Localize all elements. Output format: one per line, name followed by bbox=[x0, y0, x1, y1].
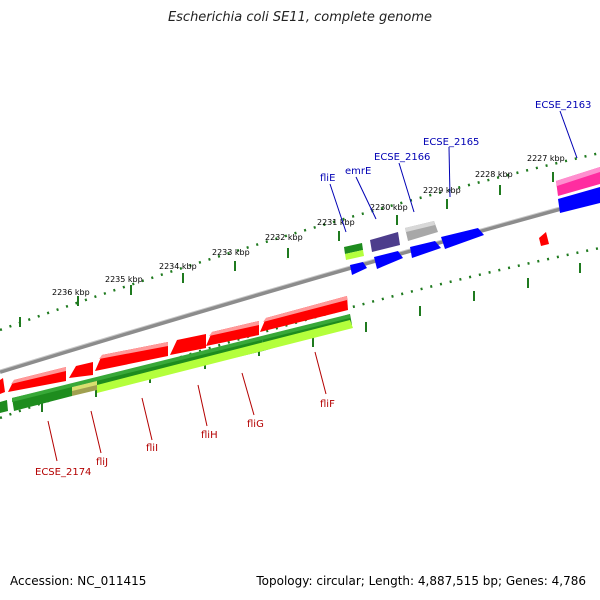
gene-blue-3[interactable] bbox=[410, 241, 441, 258]
tick-label: 2235 kbp bbox=[105, 275, 143, 284]
gene-flie[interactable] bbox=[344, 243, 363, 254]
gene-blue-4[interactable] bbox=[441, 228, 484, 249]
gene-label: fliF bbox=[320, 399, 335, 410]
reverse-red-features bbox=[0, 296, 348, 394]
tick-label: 2236 kbp bbox=[52, 288, 90, 297]
topology-summary: Topology: circular; Length: 4,887,515 bp… bbox=[256, 574, 586, 588]
reverse-green-features bbox=[0, 314, 353, 413]
gene-red-0[interactable] bbox=[0, 378, 5, 394]
gene-label: fliI bbox=[146, 443, 158, 454]
callout-ecse-2174 bbox=[47, 420, 58, 462]
tick-label: 2232 kbp bbox=[265, 233, 303, 242]
gene-red-highlight bbox=[11, 367, 66, 384]
tick-label: 2234 kbp bbox=[159, 262, 197, 271]
gene-emre[interactable] bbox=[370, 232, 400, 252]
callout-flii bbox=[141, 397, 153, 441]
gene-fli-light-band bbox=[97, 320, 353, 393]
callout-emre bbox=[355, 176, 377, 220]
gene-label: ECSE_2174 bbox=[35, 467, 91, 478]
genome-backbone-highlight bbox=[0, 195, 600, 371]
gene-flie-light bbox=[345, 250, 364, 260]
gene-small-red[interactable] bbox=[539, 232, 549, 246]
tick-label: 2231 kbp bbox=[317, 218, 355, 227]
callout-flie bbox=[329, 183, 347, 233]
gene-label: ECSE_2166 bbox=[374, 152, 430, 163]
tick-label: 2228 kbp bbox=[475, 170, 513, 179]
gene-red-highlight bbox=[263, 296, 347, 322]
gene-blue-right[interactable] bbox=[558, 187, 600, 213]
gene-ecse-2163-shadow bbox=[556, 167, 600, 186]
gene-grey-top bbox=[405, 221, 435, 232]
gene-label: ECSE_2163 bbox=[535, 100, 591, 111]
gene-flij-light bbox=[72, 381, 97, 391]
gene-label: fliJ bbox=[96, 457, 108, 468]
callout-ecse-2166 bbox=[398, 162, 415, 213]
gene-green-0[interactable] bbox=[0, 400, 8, 413]
tick-label: 2229 kbp bbox=[423, 186, 461, 195]
gene-blue-1[interactable] bbox=[350, 262, 367, 275]
gene-label: emrE bbox=[345, 166, 371, 177]
map-title: Escherichia coli SE11, complete genome bbox=[167, 10, 433, 25]
callout-flij bbox=[90, 410, 102, 454]
tick-label: 2233 kbp bbox=[212, 248, 250, 257]
gene-red-2[interactable] bbox=[69, 362, 93, 378]
gene-fli-dark-top bbox=[12, 314, 350, 402]
forward-features bbox=[344, 167, 600, 275]
gene-label: fliG bbox=[247, 419, 264, 430]
tick-label: 2227 kbp bbox=[527, 154, 565, 163]
gene-label: fliH bbox=[201, 430, 218, 441]
gene-red-highlight bbox=[209, 321, 259, 336]
tick-label: 2230 kbp bbox=[370, 203, 408, 212]
gene-label: fliE bbox=[320, 173, 335, 184]
callout-ecse-2163 bbox=[559, 110, 578, 159]
callout-ecse-2165 bbox=[448, 146, 451, 198]
accession-label: Accession: NC_011415 bbox=[10, 574, 147, 588]
gene-label: ECSE_2165 bbox=[423, 137, 479, 148]
callout-flif bbox=[314, 351, 327, 395]
callout-flih bbox=[197, 384, 208, 427]
callout-flig bbox=[241, 372, 255, 416]
gene-red-4[interactable] bbox=[170, 334, 206, 355]
gene-red-highlight bbox=[99, 342, 168, 359]
genome-backbone bbox=[0, 196, 600, 374]
gene-blue-2[interactable] bbox=[374, 251, 403, 269]
